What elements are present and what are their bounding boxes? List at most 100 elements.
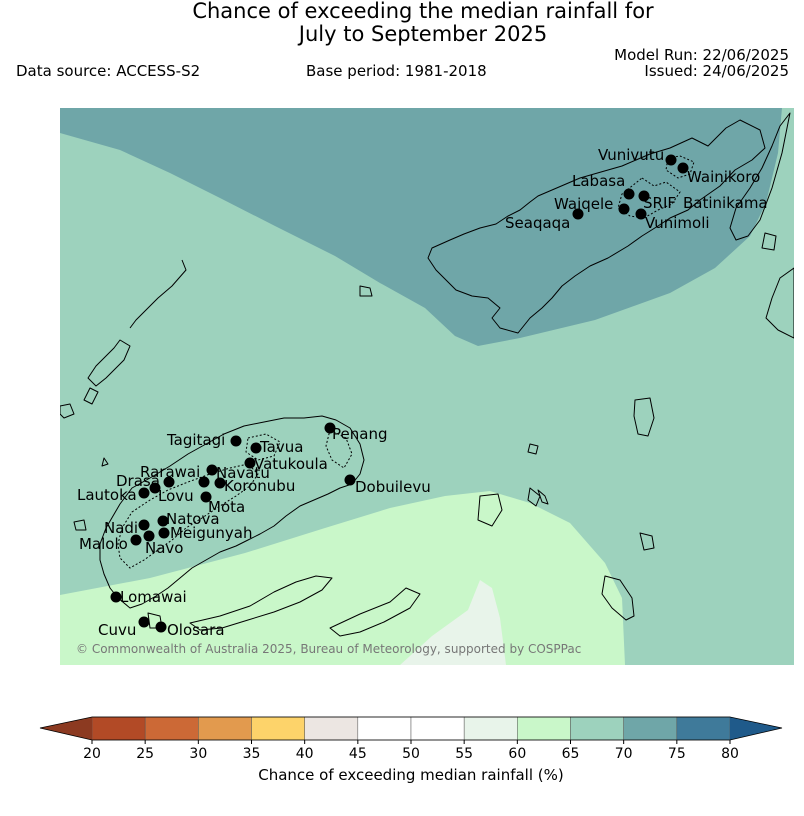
station-label-vunivutu: Vunivutu [598,146,664,164]
station-dot-waiqele [618,203,630,215]
station-label-dobuilevu: Dobuilevu [355,478,431,496]
station-dot-seaqaqa [572,208,584,220]
colorbar-tick-label: 65 [562,746,580,762]
station-dot-vunivutu [665,154,677,166]
station-label-waiqele: Waiqele [554,195,613,213]
station-label-seaqaqa: Seaqaqa [505,214,570,232]
base-period-label: Base period: 1981-2018 [306,62,487,80]
station-label-srif: SRIF [643,194,676,212]
viti-levu-districts [117,429,353,569]
station-label-olosara: Olosara [167,621,225,639]
colorbar-bin-30-35 [198,716,252,741]
colorbar: 20 25 30 35 40 45 50 55 60 65 70 75 80 [39,716,783,762]
taveuni-coast [729,112,791,241]
station-dot-tagitagi [230,435,242,447]
station-dot-mota [200,491,212,503]
viti-levu-coast [99,415,365,609]
station-label-natova: Natova [166,510,220,528]
station-dot-wainikoro [677,162,689,174]
colorbar-tick-label: 60 [508,746,526,762]
station-dot-drasa [163,476,175,488]
station-label-lomawai: Lomawai [120,588,187,606]
colorbar-ticks: 20 25 30 35 40 45 50 55 60 65 70 75 80 [83,740,739,762]
chart-title-line2: July to September 2025 [298,22,548,46]
colorbar-tick-label: 35 [243,746,261,762]
forecast-map: Vunivutu Wainikoro Labasa SRIF Batinikam… [60,108,794,665]
district-boundaries [117,155,695,569]
colorbar-bin-35-40 [251,716,305,741]
colorbar-tick-label: 75 [668,746,686,762]
station-label-mota: Mota [208,498,245,516]
colorbar-bin-55-60 [463,716,518,741]
colorbar-bin-45-50 [357,716,412,741]
station-label-malolo: Malolo [79,535,128,553]
station-dot-dobuilevu [344,474,356,486]
station-label-vunimoli: Vunimoli [645,214,710,232]
station-dot-penang [324,422,336,434]
island-east-1 [765,267,794,339]
model-run-label: Model Run: 22/06/2025 [614,46,789,64]
colorbar-tick-label: 25 [136,746,154,762]
station-label-rarawai: Rarawai [140,463,200,481]
issued-label: Issued: 24/06/2025 [644,62,789,80]
colorbar-tick-label: 20 [83,746,101,762]
yasawa-chain [83,259,187,405]
station-label-tavua: Tavua [259,438,303,456]
ovalau-island [527,487,541,507]
station-label-koronubu: Koronubu [224,477,295,495]
station-dot-lovu [149,482,161,494]
data-source-label: Data source: ACCESS-S2 [16,62,201,80]
station-label-nadi: Nadi [104,519,138,537]
vanua-levu-districts [617,155,695,219]
beqa-island [189,575,333,631]
island-west-1 [60,403,75,419]
station-label-navo: Navo [145,539,183,557]
station-label-drasa: Drasa [116,472,160,490]
coastlines [60,112,794,637]
colorbar-low-extend [40,717,92,740]
station-dot-lomawai [110,591,122,603]
island-lower-right [639,532,655,551]
copyright-notice: © Commonwealth of Australia 2025, Bureau… [76,642,581,656]
island-west-2 [73,519,87,531]
island-west-3 [101,457,109,467]
station-label-tagitagi: Tagitagi [166,431,225,449]
kadavu-island [329,587,421,637]
station-label-penang: Penang [332,425,387,443]
station-dot-labasa [623,188,635,200]
colorbar-bin-65-70 [570,716,624,741]
station-dot-natova [157,515,169,527]
station-label-wainikoro: Wainikoro [687,168,760,186]
island-right-2 [601,575,635,621]
colorbar-bin-25-30 [144,716,199,741]
station-label-lautoka: Lautoka [77,486,137,504]
station-dot-rarawai [206,464,218,476]
gau-island [477,493,503,527]
colorbar-tick-label: 45 [349,746,367,762]
station-label-vatukoula: Vatukoula [254,455,328,473]
colorbar-bins [91,716,731,741]
colorbar-tick-label: 30 [189,746,207,762]
station-label-lovu: Lovu [158,487,194,505]
station-dot-olosara [155,621,167,633]
station-label-meigunyah: Meigunyah [170,524,252,542]
colorbar-bin-60-65 [517,716,571,741]
colorbar-bin-50-55 [410,716,465,741]
station-label-cuvu: Cuvu [98,621,136,639]
station-dot-cuvu [138,616,150,628]
map-canvas: Vunivutu Wainikoro Labasa SRIF Batinikam… [60,108,794,665]
colorbar-bin-40-45 [304,716,359,741]
colorbar-tick-label: 70 [615,746,633,762]
station-markers: Vunivutu Wainikoro Labasa SRIF Batinikam… [77,146,768,639]
zone-70-75 [60,108,782,346]
island-east-2 [761,232,777,251]
chart-title-line1: Chance of exceeding the median rainfall … [192,0,654,23]
station-dot-lautoka [138,487,150,499]
station-dot-srif [638,190,650,202]
colorbar-bin-75-80 [676,716,731,741]
koro-island [633,397,655,437]
station-dot-meigunyah [158,527,170,539]
island-mid-2 [527,443,539,455]
colorbar-bin-20-25 [91,716,146,741]
station-label-labasa: Labasa [572,172,625,190]
